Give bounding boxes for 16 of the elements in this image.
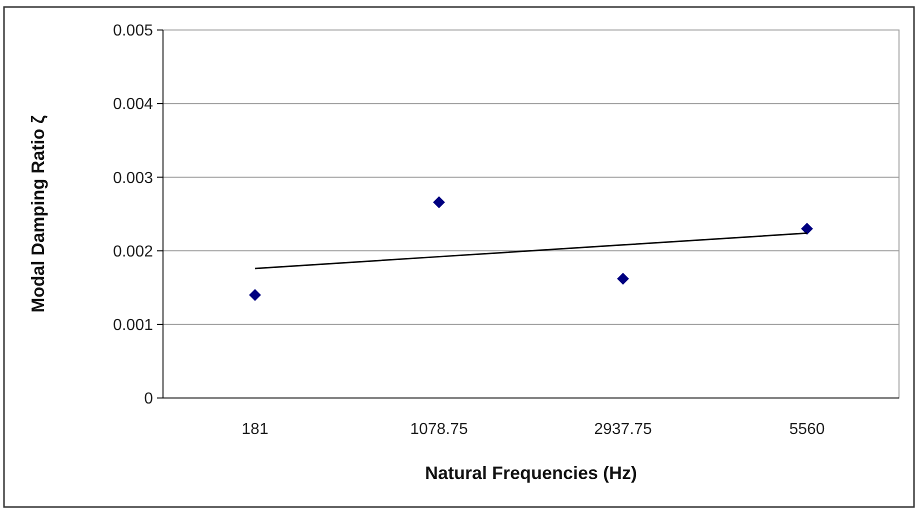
y-tick-label: 0.005 bbox=[112, 22, 154, 40]
y-axis-title: Modal Damping Ratio ζ bbox=[28, 115, 48, 313]
point bbox=[249, 288, 261, 301]
y-tick-label: 0 bbox=[144, 390, 154, 408]
point bbox=[617, 272, 629, 285]
point bbox=[433, 196, 445, 208]
point bbox=[801, 222, 813, 235]
y-tick-label: 0.004 bbox=[112, 96, 154, 114]
x-tick-label: 181 bbox=[242, 421, 268, 438]
y-tick-label: 0.001 bbox=[112, 317, 154, 334]
x-tick-label: 5560 bbox=[789, 421, 825, 438]
y-tick-label: 0.003 bbox=[112, 170, 154, 187]
x-tick-label: 2937.75 bbox=[594, 421, 652, 438]
x-axis-title: Natural Frequencies (Hz) bbox=[424, 463, 638, 483]
x-tick-label: 1078.75 bbox=[410, 421, 468, 438]
y-tick-label: 0.002 bbox=[112, 243, 154, 260]
